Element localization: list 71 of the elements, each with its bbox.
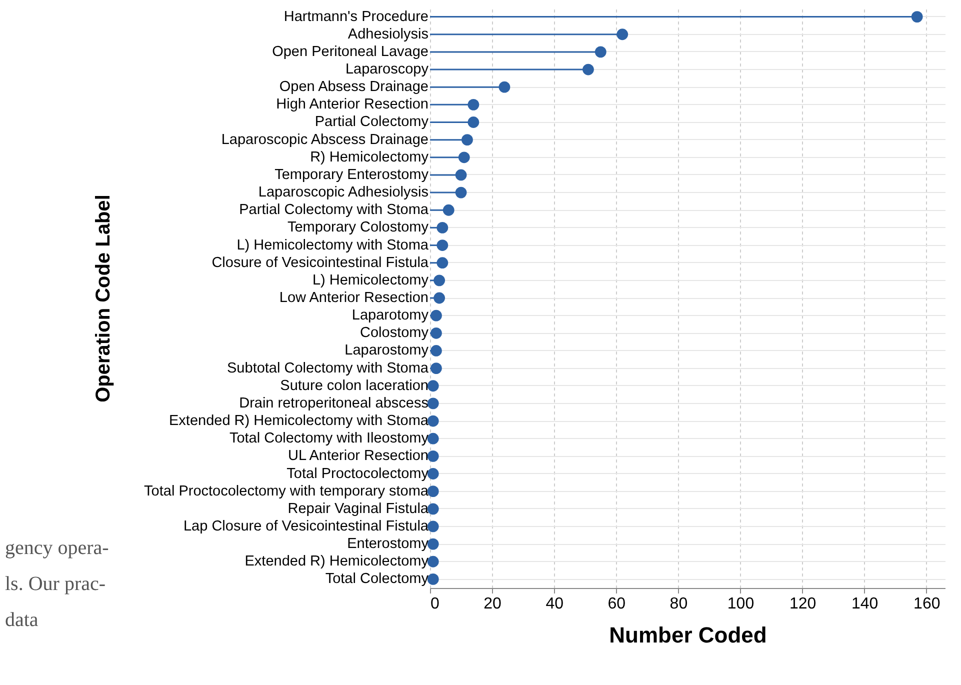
- y-tick-label: Repair Vaginal Fistula: [288, 500, 430, 517]
- y-tick-label: Total Colectomy with Ileostomy: [229, 430, 430, 447]
- y-tick-label: L) Hemicolectomy with Stoma: [236, 237, 430, 254]
- point: [594, 46, 606, 58]
- y-tick-label: Laparoscopy: [345, 62, 430, 78]
- x-tick-label: 0: [430, 596, 440, 612]
- y-tick-label: Low Anterior Resection: [279, 290, 428, 306]
- y-tick-label: UL Anterior Resection: [288, 448, 428, 464]
- y-tick-label: Drain retroperitoneal abscess: [239, 395, 428, 412]
- y-tick-label: Partial Colectomy: [314, 114, 430, 130]
- point: [498, 81, 510, 93]
- point: [455, 169, 467, 181]
- y-axis-title: Operation Code Label: [92, 194, 114, 402]
- text: gency opera-: [5, 537, 109, 559]
- point: [468, 116, 480, 128]
- point: [430, 327, 442, 339]
- y-tick-label: Laparoscopic Abscess Drainage: [221, 132, 428, 148]
- x-tick-label: 140: [851, 596, 878, 612]
- point: [434, 274, 446, 286]
- x-tick-label: 100: [727, 596, 754, 612]
- y-tick-label: Total Proctocolectomy: [286, 466, 430, 482]
- y-tick-label: Laparoscopic Adhesiolysis: [258, 184, 428, 201]
- point: [462, 134, 473, 146]
- text: data: [5, 609, 38, 631]
- y-tick-label: Hartmann's Procedure: [284, 8, 428, 25]
- y-tick-label: Closure of Vesicointestinal Fistula: [212, 254, 430, 271]
- y-tick-label: Open Peritoneal Lavage: [272, 44, 428, 60]
- y-tick-label: L) Hemicolectomy: [312, 272, 430, 288]
- point: [458, 152, 470, 164]
- y-tick-label: Temporary Colostomy: [287, 220, 430, 236]
- y-tick-label: R) Hemicolectomy: [310, 149, 430, 166]
- point: [430, 310, 442, 322]
- y-tick-label: Colostomy: [360, 325, 430, 342]
- y-tick-label: Enterostomy: [347, 536, 430, 552]
- y-tick-label: Partial Colectomy with Stoma: [239, 202, 430, 218]
- point: [430, 362, 442, 374]
- x-axis-title: Number Coded: [609, 622, 767, 648]
- y-tick-label: Suture colon laceration: [280, 378, 428, 394]
- point: [442, 204, 454, 216]
- point: [468, 98, 480, 110]
- point: [582, 64, 594, 76]
- y-tick-label: Total Proctocolectomy with temporary stoma: [144, 483, 430, 500]
- point: [434, 292, 446, 304]
- y-tick-label: High Anterior Resection: [276, 96, 428, 113]
- y-tick-label: Extended R) Hemicolectomy with Stoma: [169, 413, 430, 430]
- y-tick-label: Total Colectomy: [325, 571, 430, 588]
- point: [427, 398, 439, 410]
- y-tick-label: Laparostomy: [344, 342, 430, 359]
- y-tick-label: Temporary Enterostomy: [274, 166, 430, 183]
- point: [427, 450, 439, 462]
- text: ls. Our prac-: [5, 573, 106, 595]
- point: [430, 345, 442, 356]
- y-tick-label: Extended R) Hemicolectomy: [244, 554, 430, 570]
- point: [427, 380, 439, 392]
- x-tick-label: 160: [914, 596, 940, 612]
- y-tick-label: Open Absess Drainage: [279, 79, 428, 96]
- point: [455, 186, 467, 198]
- y-tick-label: Laparotomy: [352, 308, 430, 324]
- y-tick-label: Subtotal Colectomy with Stoma: [227, 360, 430, 376]
- x-tick-label: 60: [608, 596, 626, 612]
- y-tick-label: Lap Closure of Vesicointestinal Fistula: [183, 518, 430, 534]
- y-tick-label: Adhesiolysis: [348, 26, 428, 42]
- point: [911, 11, 923, 22]
- point: [436, 222, 448, 234]
- point: [436, 257, 448, 269]
- x-tick-label: 20: [484, 596, 502, 612]
- point: [436, 240, 448, 251]
- x-tick-label: 120: [789, 596, 816, 612]
- x-tick-label: 40: [546, 596, 564, 612]
- x-tick-label: 80: [670, 596, 688, 612]
- point: [616, 28, 628, 40]
